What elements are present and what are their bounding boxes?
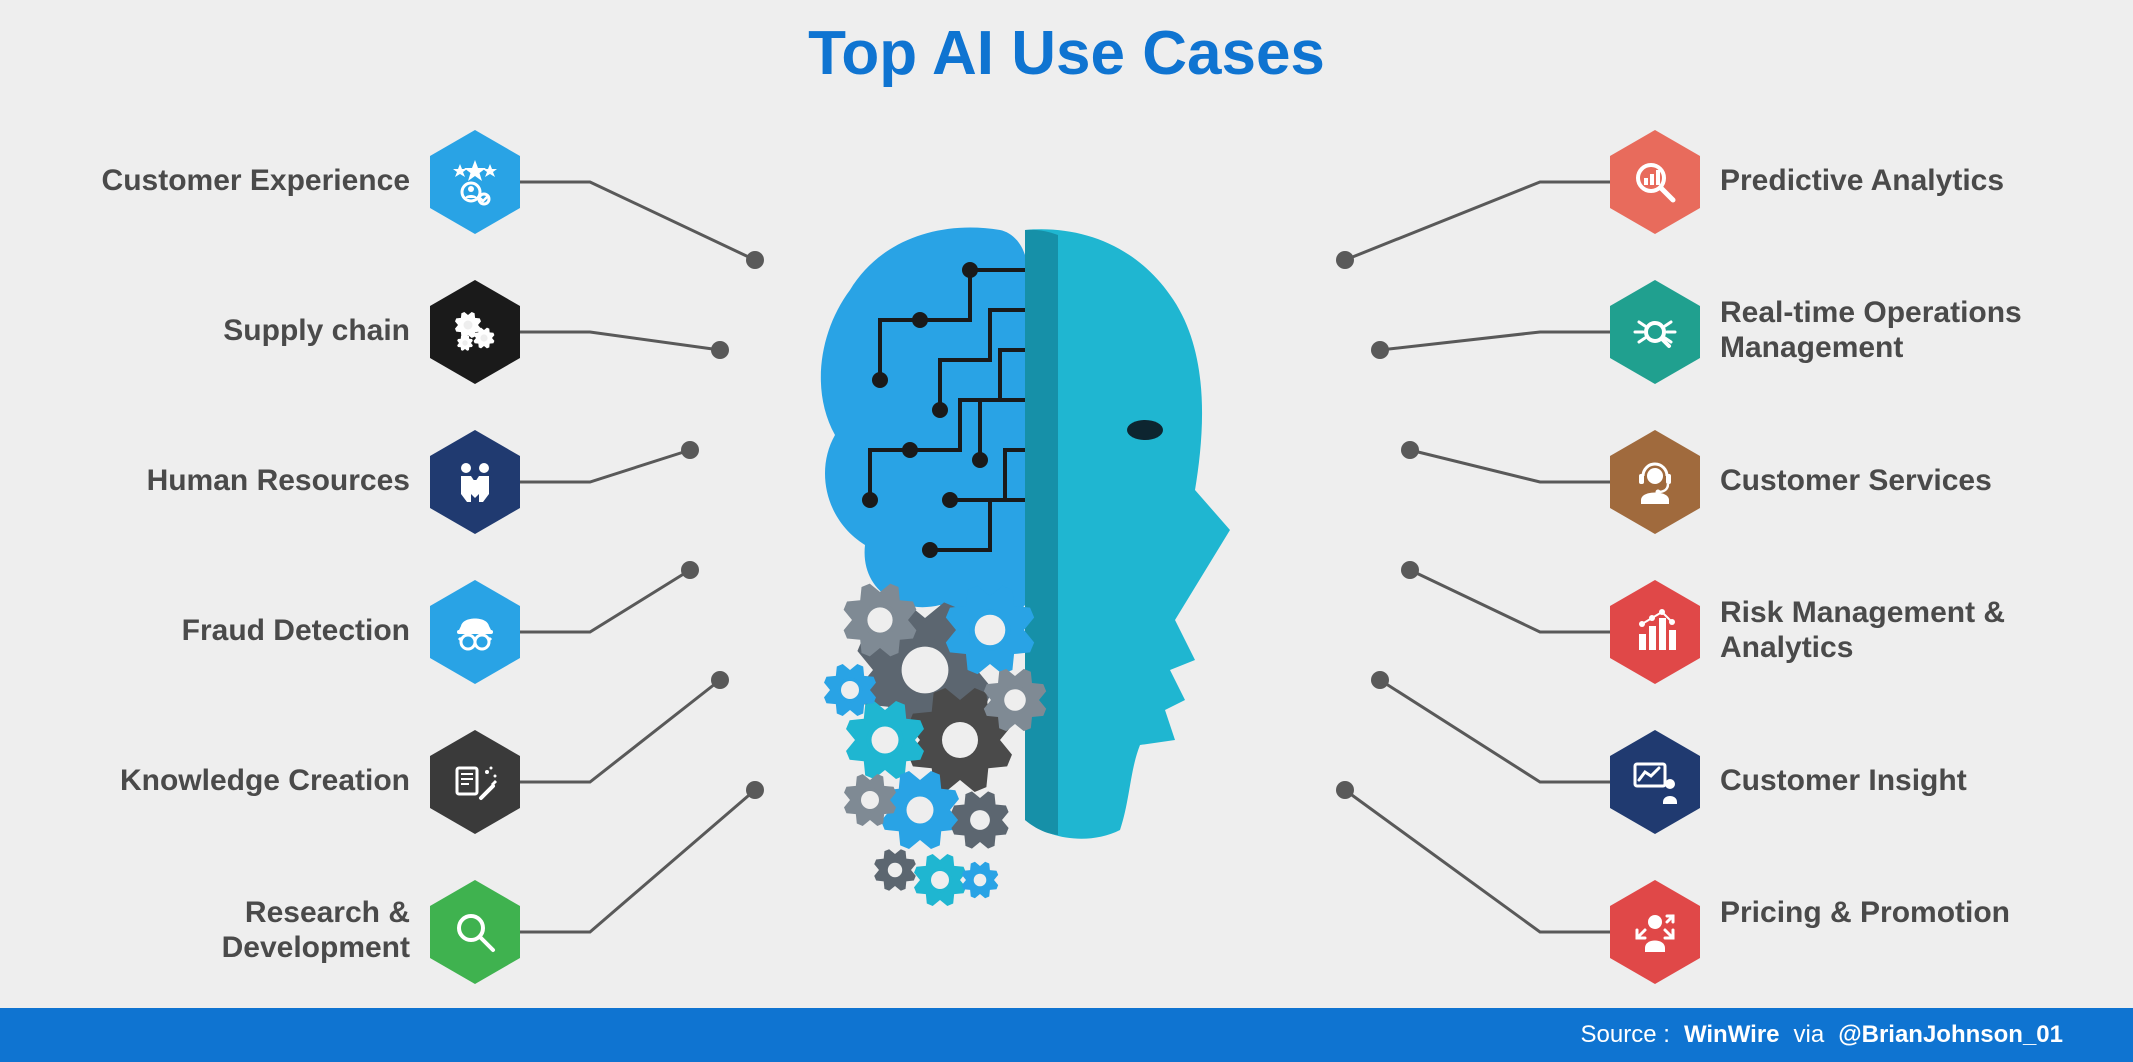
right-hex-2 <box>1610 430 1700 534</box>
right-label-4: Customer Insight <box>1720 764 2100 799</box>
left-label-0: Customer Experience <box>80 164 410 199</box>
right-label-5: Pricing & Promotion <box>1720 896 2100 931</box>
left-hex-4 <box>430 730 520 834</box>
page-title: Top AI Use Cases <box>0 18 2133 89</box>
gears-cluster <box>824 584 1046 906</box>
mag-chart-icon <box>1631 158 1679 206</box>
face-eye <box>1127 420 1163 440</box>
left-label-1: Supply chain <box>80 314 410 349</box>
left-hex-0 <box>430 130 520 234</box>
growth-icon <box>1631 908 1679 956</box>
source-name: WinWire <box>1684 1021 1780 1049</box>
left-hex-1 <box>430 280 520 384</box>
source-handle: @BrianJohnson_01 <box>1838 1021 2063 1049</box>
right-label-0: Predictive Analytics <box>1720 164 2100 199</box>
source-via: via <box>1794 1021 1825 1049</box>
bar-chart-icon <box>1631 608 1679 656</box>
right-hex-4 <box>1610 730 1700 834</box>
right-hex-3 <box>1610 580 1700 684</box>
left-hex-5 <box>430 880 520 984</box>
infographic-stage: Top AI Use Cases <box>0 0 2133 1062</box>
gears-icon <box>451 308 499 356</box>
left-label-4: Knowledge Creation <box>80 764 410 799</box>
left-hex-3 <box>430 580 520 684</box>
right-label-2: Customer Services <box>1720 464 2100 499</box>
incognito-icon <box>451 608 499 656</box>
source-label: Source : <box>1581 1021 1670 1049</box>
ai-head-illustration <box>790 200 1310 920</box>
wand-icon <box>451 758 499 806</box>
right-label-1: Real-time Operations Management <box>1720 296 2100 365</box>
left-hex-2 <box>430 430 520 534</box>
footer-bar: Source : WinWire via @BrianJohnson_01 <box>0 1008 2133 1062</box>
face-shadow <box>1025 230 1058 835</box>
magnifier-icon <box>451 908 499 956</box>
handshake-icon <box>451 458 499 506</box>
left-label-5: Research & Development <box>80 896 410 965</box>
left-label-2: Human Resources <box>80 464 410 499</box>
brain-shape <box>821 228 1025 624</box>
presenter-icon <box>1631 758 1679 806</box>
mag-lines-icon <box>1631 308 1679 356</box>
right-hex-1 <box>1610 280 1700 384</box>
left-label-3: Fraud Detection <box>80 614 410 649</box>
right-label-3: Risk Management & Analytics <box>1720 596 2100 665</box>
right-hex-0 <box>1610 130 1700 234</box>
right-hex-5 <box>1610 880 1700 984</box>
rating-icon <box>451 158 499 206</box>
headset-icon <box>1631 458 1679 506</box>
